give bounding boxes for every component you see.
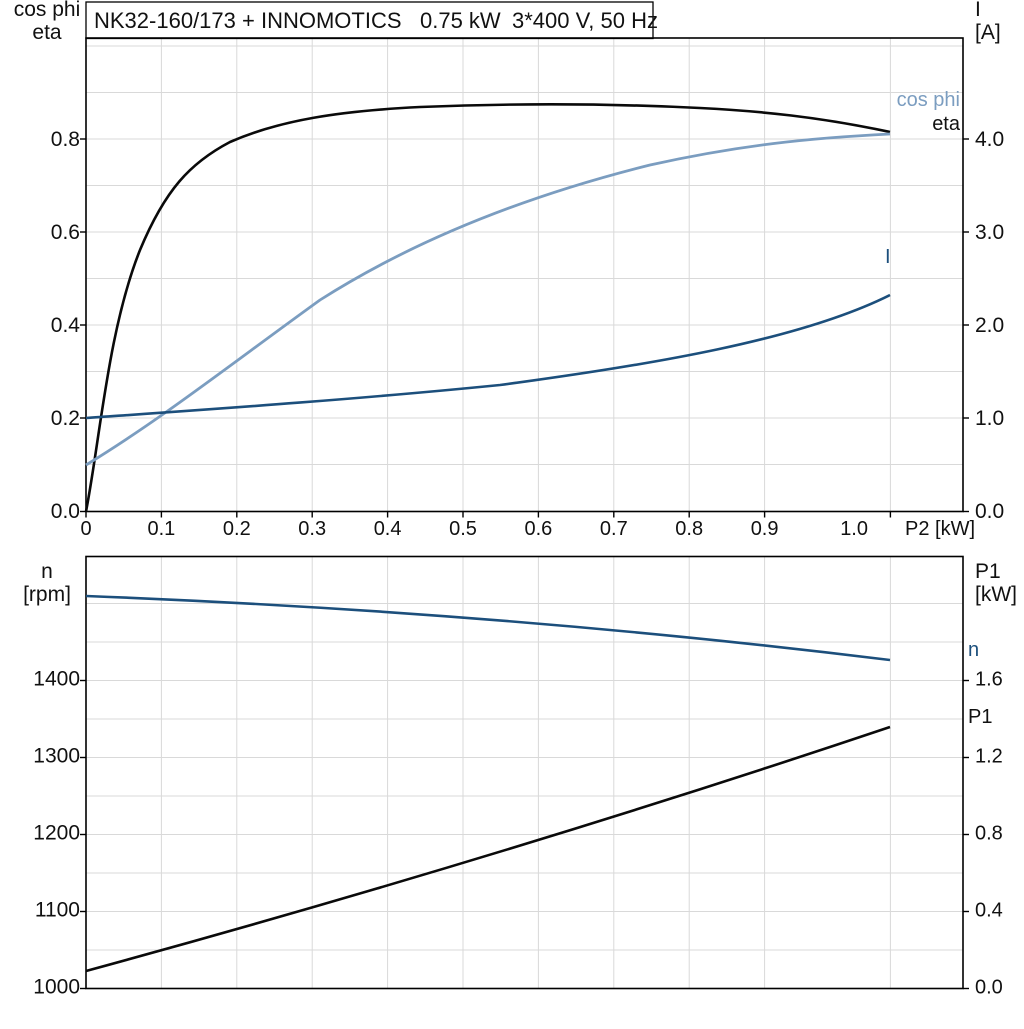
- svg-text:0.5: 0.5: [449, 518, 477, 540]
- svg-text:1.0: 1.0: [840, 518, 868, 540]
- svg-text:P1: P1: [975, 560, 1001, 583]
- svg-text:1200: 1200: [33, 822, 80, 845]
- svg-text:cos phi: cos phi: [14, 0, 81, 21]
- svg-text:0.4: 0.4: [374, 518, 402, 540]
- svg-text:1.2: 1.2: [975, 746, 1003, 768]
- svg-text:0.8: 0.8: [975, 823, 1003, 845]
- svg-text:P1: P1: [968, 706, 992, 728]
- svg-text:0.7: 0.7: [600, 518, 628, 540]
- svg-text:0.4: 0.4: [51, 314, 81, 337]
- svg-text:3.0: 3.0: [975, 221, 1004, 244]
- svg-text:P2 [kW]: P2 [kW]: [905, 518, 975, 540]
- svg-text:0.9: 0.9: [751, 518, 779, 540]
- svg-text:2.0: 2.0: [975, 314, 1004, 337]
- svg-text:I: I: [975, 0, 981, 21]
- svg-text:1.6: 1.6: [975, 669, 1003, 691]
- svg-text:0.2: 0.2: [51, 407, 80, 430]
- svg-text:n: n: [968, 639, 979, 661]
- svg-text:0.0: 0.0: [975, 977, 1003, 999]
- svg-text:[A]: [A]: [975, 21, 1001, 44]
- svg-text:0: 0: [80, 518, 91, 540]
- svg-text:0.8: 0.8: [51, 128, 80, 151]
- svg-text:1400: 1400: [33, 668, 80, 691]
- svg-text:eta: eta: [32, 21, 62, 44]
- svg-text:n: n: [41, 560, 53, 583]
- svg-text:4.0: 4.0: [975, 128, 1004, 151]
- svg-text:[kW]: [kW]: [975, 583, 1017, 606]
- svg-text:0.6: 0.6: [51, 221, 80, 244]
- svg-text:0.8: 0.8: [675, 518, 703, 540]
- svg-text:[rpm]: [rpm]: [23, 583, 71, 606]
- svg-text:0.0: 0.0: [975, 500, 1004, 523]
- svg-text:I: I: [885, 246, 891, 268]
- svg-text:1000: 1000: [33, 976, 80, 999]
- svg-text:1.0: 1.0: [975, 407, 1004, 430]
- svg-text:1300: 1300: [33, 745, 80, 768]
- svg-text:1100: 1100: [35, 899, 80, 922]
- svg-text:0.2: 0.2: [223, 518, 251, 540]
- svg-text:0.4: 0.4: [975, 900, 1003, 922]
- svg-text:eta: eta: [932, 113, 961, 135]
- svg-text:0.0: 0.0: [51, 500, 80, 523]
- svg-text:0.1: 0.1: [147, 518, 175, 540]
- svg-text:cos phi: cos phi: [897, 89, 960, 111]
- svg-text:0.6: 0.6: [524, 518, 552, 540]
- svg-text:0.3: 0.3: [298, 518, 326, 540]
